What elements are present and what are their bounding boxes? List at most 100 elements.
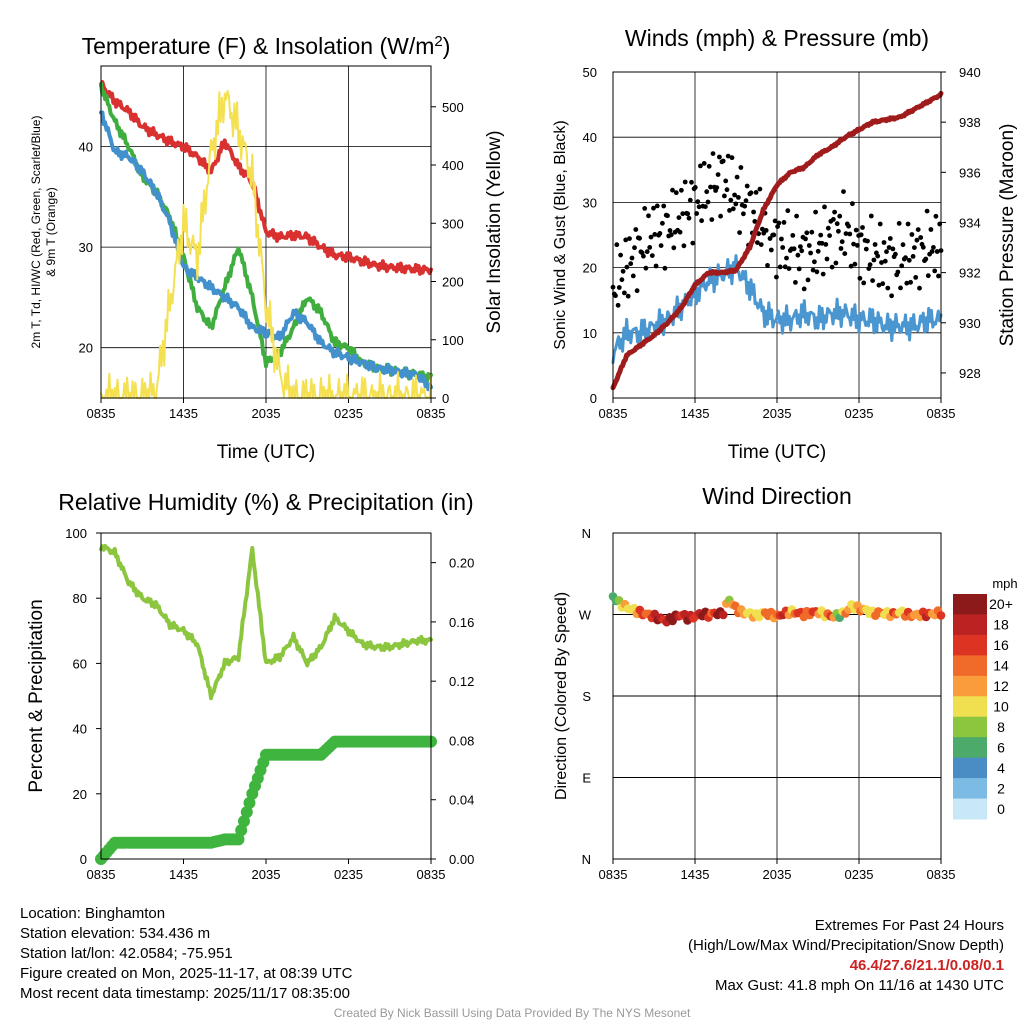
- rh-y-axis-label: Percent & Precipitation: [26, 599, 47, 792]
- recent-text: Most recent data timestamp: 2025/11/17 0…: [20, 985, 350, 1002]
- wind-gust-point: [881, 240, 887, 245]
- temp-y-axis-label-2: & 9m T (Orange): [44, 187, 58, 277]
- wind-gust-point: [846, 223, 851, 229]
- wind-y2-tick-label: 936: [959, 165, 981, 180]
- wind-gust-point: [822, 204, 827, 210]
- wind-gust-point: [704, 189, 710, 195]
- wind-gust-point: [777, 264, 783, 270]
- wind-y2-axis-label: Station Pressure (Maroon): [997, 124, 1018, 347]
- wind-y-tick-label: 10: [583, 326, 597, 341]
- location-text: Location: Binghamton: [20, 905, 166, 922]
- wind-gust-point: [879, 260, 884, 265]
- wind-series-sonic-wind: [611, 254, 943, 365]
- wind-gust-point: [790, 233, 796, 238]
- wind-gust-point: [748, 190, 754, 196]
- wind-gust-point: [738, 165, 744, 170]
- wind-gust-point: [634, 288, 640, 294]
- wind-gust-point: [620, 268, 626, 274]
- wind-gust-point: [758, 242, 764, 248]
- wind-gust-point: [729, 155, 735, 161]
- temp-y2-tick-label: 200: [442, 275, 464, 290]
- wind-gust-point: [793, 280, 798, 285]
- wind-gust-point: [698, 163, 703, 169]
- wind-gust-point: [705, 199, 711, 205]
- wind-gust-point: [861, 280, 867, 286]
- wind-gust-point: [751, 209, 756, 215]
- wind-gust-point: [834, 221, 840, 227]
- wind-gust-point: [613, 293, 618, 299]
- wind-gust-point: [796, 266, 802, 272]
- wind-gust-point: [772, 218, 778, 224]
- rh-y-tick-label: 20: [73, 787, 87, 802]
- temp-y2-tick-label: 500: [442, 100, 464, 115]
- wind-gust-point: [865, 238, 870, 244]
- wdir-chart-title: Wind Direction: [702, 483, 852, 509]
- wind-gust-point: [694, 211, 699, 216]
- wind-gust-point: [852, 261, 858, 267]
- wind-gust-point: [630, 273, 636, 279]
- wind-gust-point: [753, 190, 759, 195]
- wind-gust-point: [616, 285, 622, 290]
- wind-gust-point: [936, 273, 941, 279]
- wind-gust-point: [806, 243, 812, 248]
- wind-gust-point: [733, 201, 739, 207]
- wind-gust-point: [644, 249, 650, 255]
- wind-gust-point: [618, 252, 623, 258]
- wind-gust-point: [686, 215, 692, 221]
- wdir-x-tick-label: 0235: [845, 867, 874, 882]
- wind-gust-point: [757, 186, 763, 192]
- temp-x-tick-label: 0835: [87, 406, 116, 421]
- wind-gust-point: [619, 277, 625, 283]
- wind-gust-point: [868, 213, 874, 219]
- wind-gust-point: [690, 240, 696, 246]
- wind-gust-point: [744, 183, 750, 189]
- latlon-text: Station lat/lon: 42.0584; -75.951: [20, 945, 233, 962]
- wind-gust-point: [687, 197, 693, 203]
- wind-gust-point: [886, 245, 892, 250]
- wind-gust-point: [737, 230, 742, 236]
- wind-gust-point: [803, 236, 808, 242]
- colorbar-label: 14: [993, 658, 1009, 674]
- colorbar-swatch: [953, 614, 987, 636]
- rh-chart-title: Relative Humidity (%) & Precipitation (i…: [58, 489, 473, 515]
- temp-y-tick-label: 20: [79, 341, 93, 356]
- wdir-y-axis-label: Direction (Colored By Speed): [553, 592, 570, 800]
- colorbar-swatch: [953, 757, 987, 779]
- colorbar-label: 16: [993, 637, 1009, 653]
- wind-gust-point: [642, 206, 648, 211]
- wind-gust-point: [813, 209, 818, 215]
- wind-gust-point: [819, 240, 825, 246]
- wind-gust-point: [899, 263, 905, 269]
- wdir-y-tick-label: S: [582, 689, 591, 704]
- rh-y2-tick-label: 0.00: [449, 852, 474, 867]
- wind-gust-point: [918, 235, 924, 240]
- wdir-y-tick-label: N: [582, 852, 591, 867]
- colorbar-swatch: [953, 655, 987, 677]
- wind-gust-point: [924, 208, 930, 214]
- wind-gust-point: [858, 232, 864, 238]
- wind-gust-point: [643, 265, 649, 271]
- wind-gust-point: [633, 227, 639, 232]
- wind-gust-point: [843, 231, 849, 237]
- wind-gust-point: [689, 179, 694, 185]
- wdir-y-tick-label: N: [582, 526, 591, 541]
- wind-x-tick-label: 0235: [845, 406, 874, 421]
- wind-gust-point: [699, 218, 704, 224]
- wind-plot-frame: [612, 71, 942, 399]
- rh-precip-point: [238, 815, 250, 828]
- temp-x-tick-label: 2035: [252, 406, 281, 421]
- wind-gust-point: [825, 225, 831, 231]
- wind-gust-point: [906, 257, 912, 263]
- wind-gust-point: [851, 241, 856, 247]
- colorbar-label: 0: [997, 801, 1005, 817]
- rh-plot-frame: [100, 532, 432, 860]
- wind-gust-point: [768, 247, 774, 253]
- wind-gust-point: [717, 154, 722, 160]
- wind-gust-point: [880, 281, 886, 287]
- temp-y-tick-label: 30: [79, 240, 93, 255]
- wind-gust-point: [654, 203, 660, 209]
- wind-gust-point: [866, 266, 872, 271]
- wind-gust-point: [760, 226, 765, 232]
- colorbar-swatch: [953, 594, 987, 615]
- max-gust-text: Max Gust: 41.8 mph On 11/16 at 1430 UTC: [714, 977, 1004, 994]
